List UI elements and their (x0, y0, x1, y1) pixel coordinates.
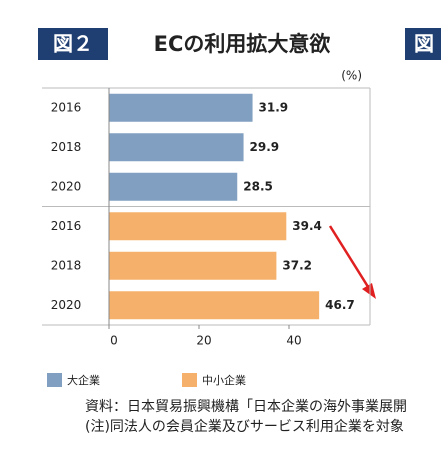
legend-swatch (182, 373, 197, 387)
value-label: 37.2 (282, 258, 312, 272)
bar (109, 291, 320, 320)
value-label: 29.9 (250, 140, 280, 154)
bar (109, 93, 253, 122)
bar (109, 133, 244, 162)
value-label: 46.7 (325, 298, 355, 312)
chart-title: ECの利用拡大意欲 (154, 32, 331, 56)
legend-label: 大企業 (67, 373, 100, 387)
y-tick-label: 2020 (51, 179, 82, 193)
value-label: 28.5 (243, 179, 273, 193)
legend-swatch (47, 373, 62, 387)
value-label: 39.4 (292, 219, 322, 233)
bar (109, 172, 238, 201)
note: 資料：日本貿易振興機構「日本企業の海外事業展開 (85, 398, 407, 415)
figure-badge (38, 28, 108, 60)
y-tick-label: 2016 (51, 219, 82, 233)
y-tick-label: 2018 (51, 140, 82, 154)
trend-arrow (328, 225, 372, 291)
x-tick-label: 0 (110, 334, 118, 348)
unit-label: (%) (341, 69, 362, 83)
value-label: 31.9 (259, 100, 289, 114)
next-figure-label: 図 (414, 32, 434, 56)
legend-label: 中小企業 (202, 373, 246, 387)
next-figure-badge (405, 28, 441, 60)
note: (注)同法人の会員企業及びサービス利用企業を対象 (85, 418, 404, 435)
trend-arrow-head (362, 283, 376, 299)
y-tick-label: 2016 (51, 100, 82, 114)
y-tick-label: 2018 (51, 258, 82, 272)
x-tick-label: 40 (286, 334, 301, 348)
figure-label: 図２ (53, 32, 93, 56)
bar (109, 212, 287, 241)
x-tick-label: 20 (196, 334, 211, 348)
y-tick-label: 2020 (51, 298, 82, 312)
bar (109, 251, 277, 280)
